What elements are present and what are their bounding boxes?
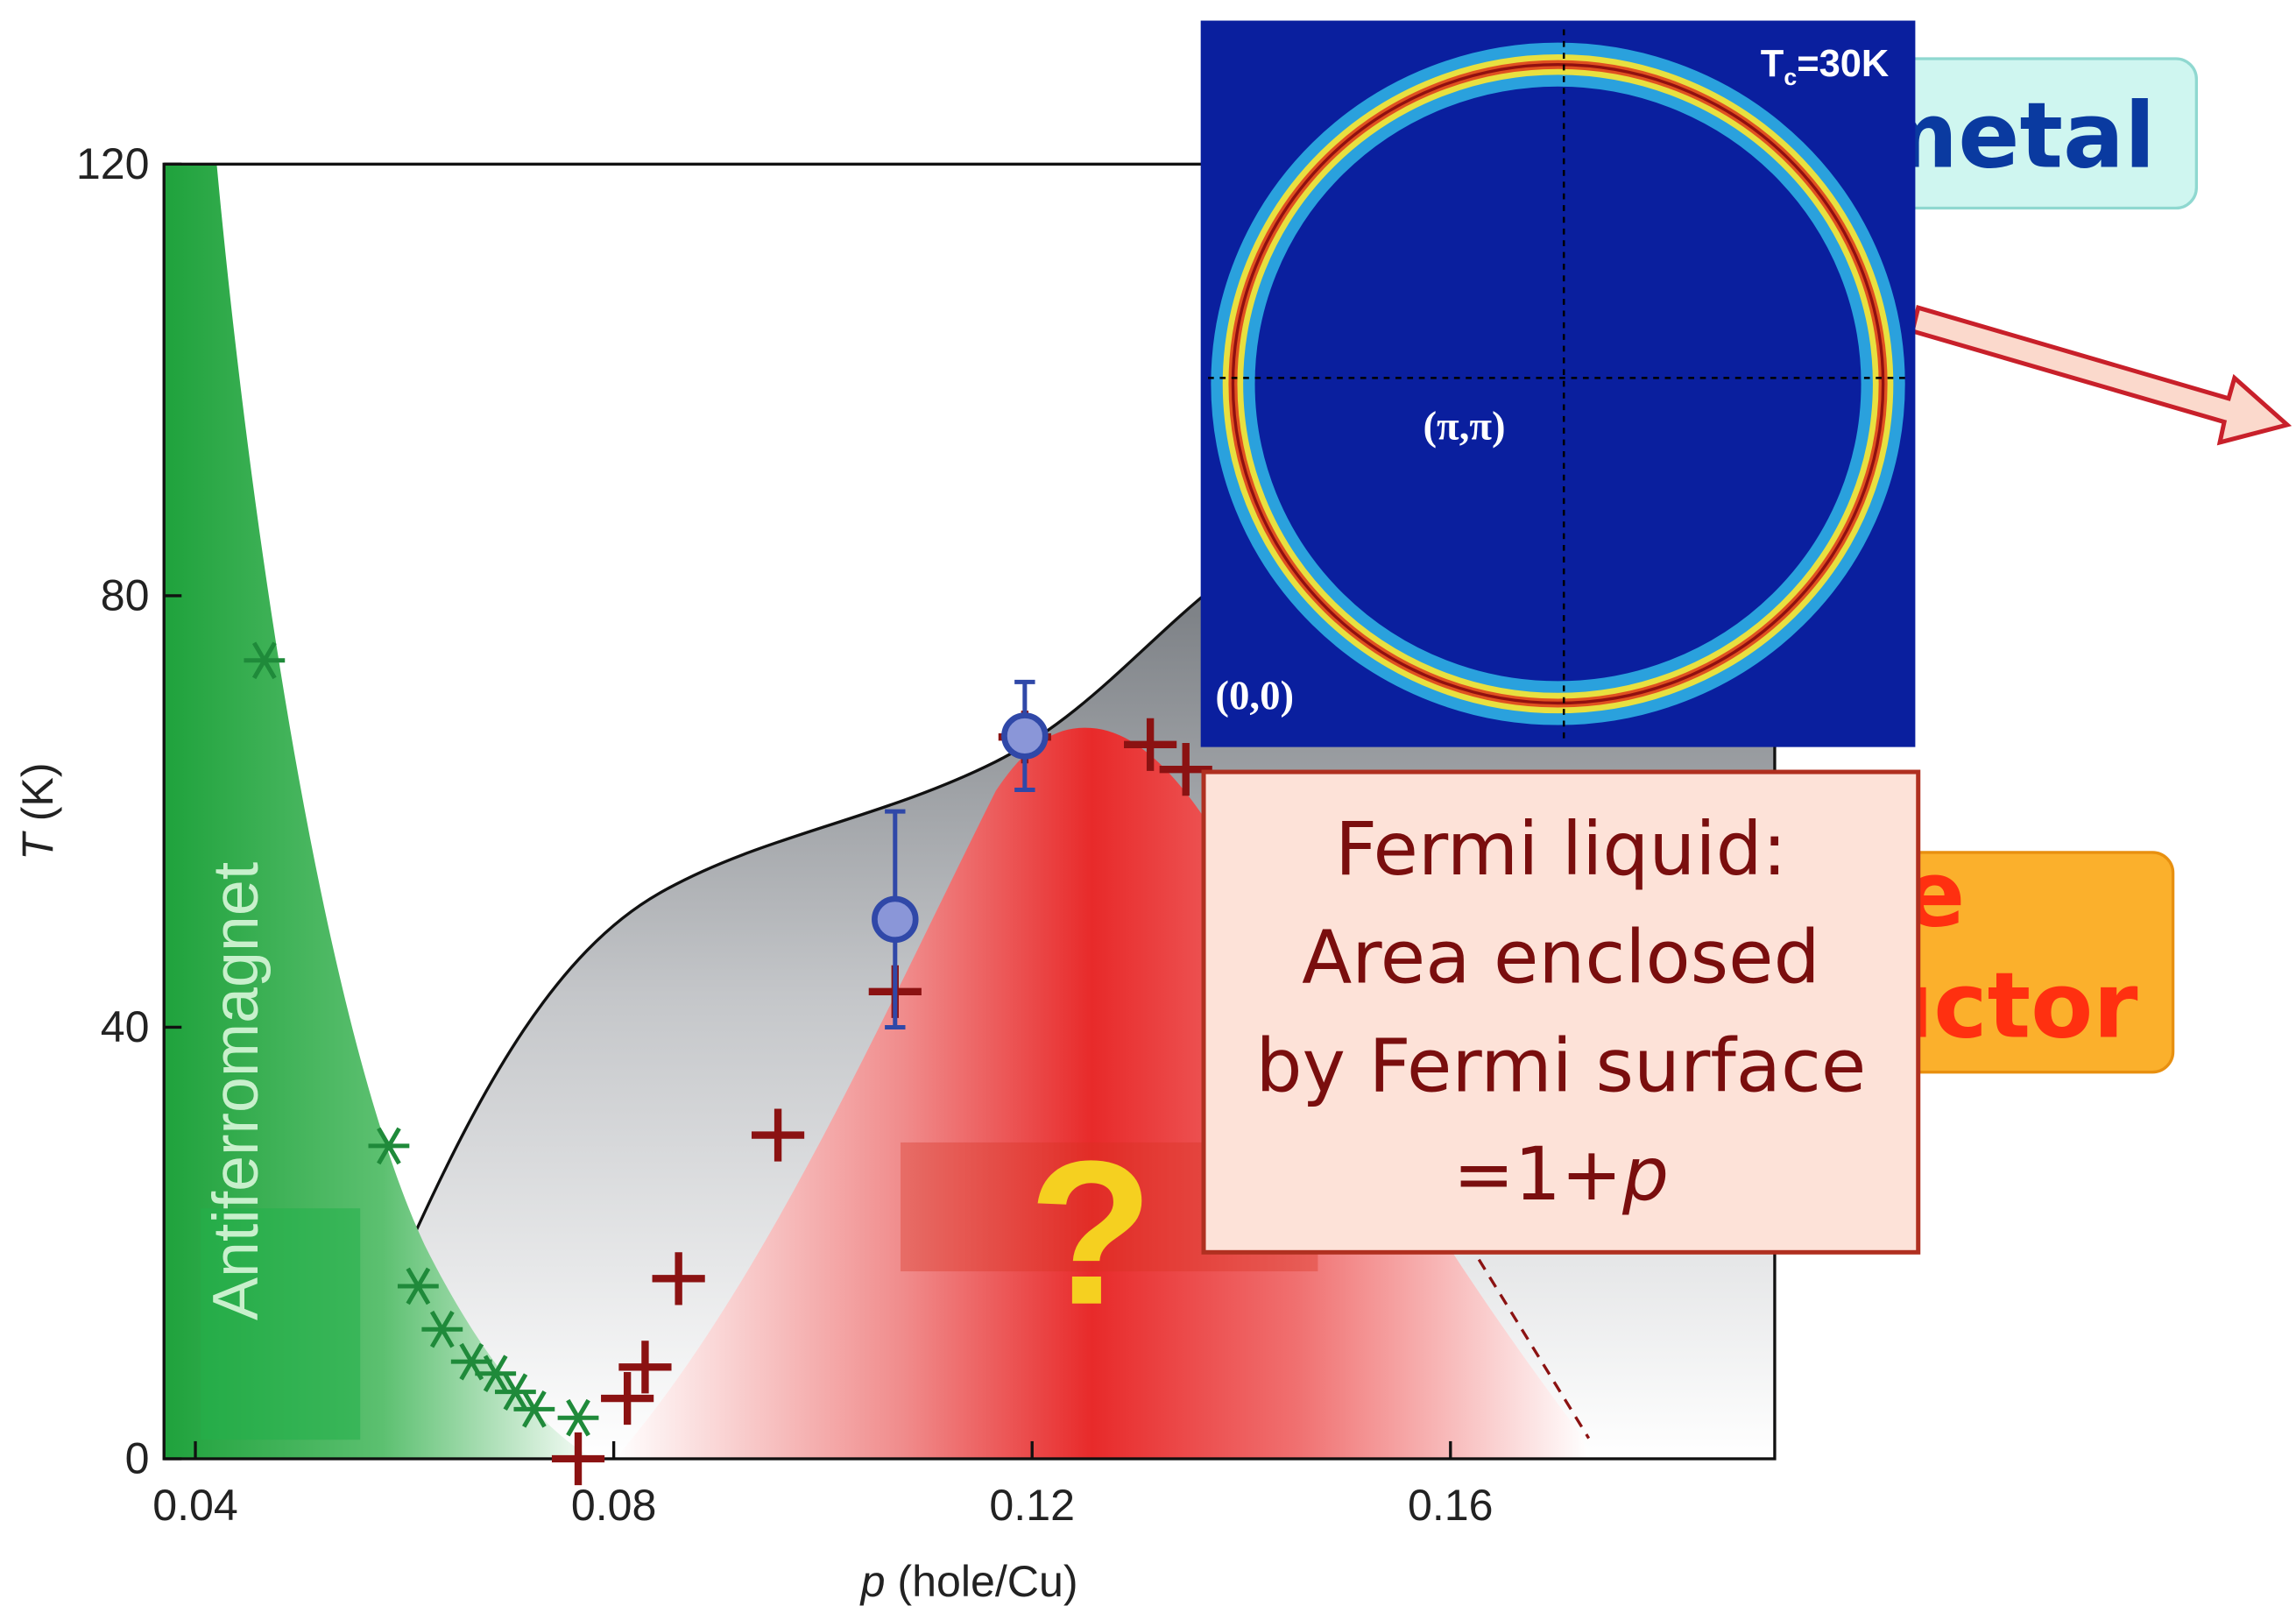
- y-axis-label-symbol: T: [13, 831, 62, 860]
- y-axis-label-unit: (K): [13, 762, 62, 833]
- circle-marker: [1004, 716, 1045, 757]
- y-tick-label: 0: [125, 1434, 150, 1483]
- y-tick-label: 40: [101, 1002, 150, 1051]
- arrow: [1912, 308, 2287, 442]
- inset-origin-label: (0,0): [1215, 673, 1294, 718]
- y-tick-label: 120: [76, 139, 150, 188]
- x-tick-label: 0.08: [571, 1481, 657, 1530]
- callout-line: Fermi liquid:: [1335, 806, 1787, 892]
- inset-label-part: =30K: [1797, 43, 1889, 85]
- inset-label-part: T: [1761, 43, 1784, 85]
- y-tick-label: 80: [101, 571, 150, 620]
- x-axis-label-unit: (hole/Cu): [885, 1557, 1077, 1606]
- inset-corner-label: Tc=30K: [1761, 43, 1890, 90]
- inset: Tc=30K (π,π) (0,0): [1201, 21, 1916, 747]
- circle-marker: [874, 899, 915, 940]
- x-axis-label: p (hole/Cu): [859, 1557, 1078, 1606]
- inset-center-label: (π,π): [1423, 404, 1505, 449]
- question-mark: ?: [1028, 1118, 1154, 1348]
- callout-line: =1+p: [1453, 1131, 1669, 1217]
- x-tick-label: 0.04: [152, 1481, 238, 1530]
- x-tick-label: 0.16: [1408, 1481, 1494, 1530]
- x-axis-label-symbol: p: [859, 1557, 886, 1606]
- y-axis-label: T (K): [13, 762, 62, 860]
- callout-formula: =1+: [1453, 1131, 1622, 1217]
- inset-background: [1201, 21, 1916, 747]
- x-tick-label: 0.12: [989, 1481, 1075, 1530]
- callout-formula-symbol: p: [1621, 1131, 1669, 1217]
- inset-label-subscript: c: [1784, 64, 1797, 90]
- chart: T (K) p (hole/Cu) 0 40 80 120 0.04 0.08 0.12 0.…: [0, 0, 2296, 1620]
- region-label: Antiferromagnet: [199, 862, 272, 1320]
- callout-line: Area enclosed: [1302, 915, 1820, 1001]
- callout-line: by Fermi surface: [1255, 1022, 1866, 1108]
